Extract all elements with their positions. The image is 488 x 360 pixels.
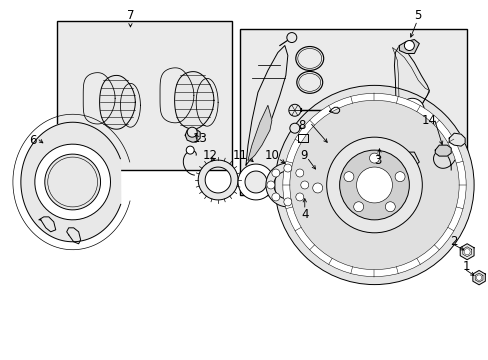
Polygon shape <box>459 244 473 260</box>
Polygon shape <box>21 122 121 242</box>
Circle shape <box>369 153 379 163</box>
Polygon shape <box>247 105 271 160</box>
Polygon shape <box>174 72 213 129</box>
Text: 9: 9 <box>300 149 307 162</box>
Circle shape <box>295 193 303 201</box>
Polygon shape <box>39 217 56 232</box>
Circle shape <box>353 202 363 212</box>
Circle shape <box>400 98 424 122</box>
PathPatch shape <box>238 164 273 200</box>
Circle shape <box>289 100 458 270</box>
Polygon shape <box>297 134 307 142</box>
Circle shape <box>186 146 194 154</box>
Circle shape <box>394 172 404 182</box>
Circle shape <box>187 127 197 137</box>
Text: 5: 5 <box>413 9 420 22</box>
Polygon shape <box>329 107 339 113</box>
Circle shape <box>283 164 291 172</box>
Circle shape <box>356 167 392 203</box>
PathPatch shape <box>301 172 333 204</box>
Circle shape <box>266 181 274 189</box>
Polygon shape <box>394 45 428 160</box>
Circle shape <box>271 193 279 201</box>
Polygon shape <box>185 128 200 142</box>
Circle shape <box>271 169 279 177</box>
Text: 13: 13 <box>192 132 207 145</box>
Polygon shape <box>399 40 419 54</box>
Text: 1: 1 <box>462 260 469 273</box>
Text: 14: 14 <box>421 114 436 127</box>
Text: 10: 10 <box>264 149 279 162</box>
Circle shape <box>289 123 299 133</box>
Polygon shape <box>434 145 450 156</box>
Circle shape <box>282 93 465 276</box>
Polygon shape <box>100 75 135 129</box>
Circle shape <box>404 155 413 165</box>
PathPatch shape <box>265 163 309 207</box>
Polygon shape <box>448 133 464 146</box>
Circle shape <box>475 275 481 280</box>
Circle shape <box>283 198 291 206</box>
Text: 12: 12 <box>202 149 217 162</box>
Text: 4: 4 <box>301 208 308 221</box>
Bar <box>57 21 232 170</box>
Text: 7: 7 <box>126 9 134 22</box>
Text: 2: 2 <box>449 235 457 248</box>
Circle shape <box>312 183 322 193</box>
Bar <box>240 28 466 195</box>
Text: 11: 11 <box>232 149 247 162</box>
Text: 6: 6 <box>29 134 37 147</box>
Circle shape <box>385 202 394 212</box>
Circle shape <box>326 137 422 233</box>
Polygon shape <box>66 228 81 244</box>
Circle shape <box>286 32 296 42</box>
Circle shape <box>274 85 473 285</box>
Circle shape <box>288 104 300 116</box>
Circle shape <box>463 249 469 255</box>
Polygon shape <box>472 270 484 285</box>
PathPatch shape <box>198 160 238 200</box>
Text: 8: 8 <box>298 119 305 132</box>
Text: 3: 3 <box>373 154 380 167</box>
Polygon shape <box>399 152 419 166</box>
Circle shape <box>404 41 413 50</box>
Circle shape <box>300 181 308 189</box>
Circle shape <box>295 169 303 177</box>
PathPatch shape <box>35 144 110 220</box>
Polygon shape <box>245 45 287 165</box>
Circle shape <box>343 172 353 182</box>
Circle shape <box>339 150 408 220</box>
